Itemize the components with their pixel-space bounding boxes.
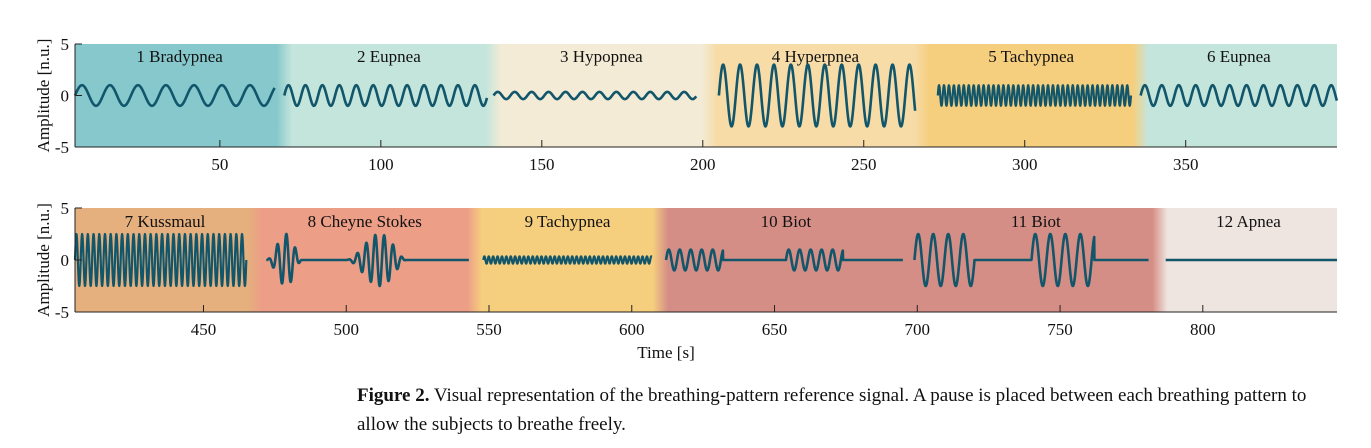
x-axis-label: Time [s] (637, 343, 694, 362)
region-label: 3 Hypopnea (560, 47, 643, 66)
y-tick-label: -5 (55, 138, 69, 157)
x-tick-label: 250 (851, 155, 877, 174)
x-tick-label: 300 (1012, 155, 1038, 174)
x-tick-label: 650 (762, 320, 788, 339)
x-tick-label: 200 (690, 155, 716, 174)
bottom-subplot: 7 Kussmaul 8 Cheyne Stokes 9 Tachypnea 10 B… (34, 199, 1337, 362)
figure-caption: Figure 2. Visual representation of the b… (357, 381, 1347, 439)
region-label: 9 Tachypnea (525, 212, 611, 231)
x-tick-label: 800 (1190, 320, 1216, 339)
x-tick-label: 50 (211, 155, 228, 174)
y-tick-label: -5 (55, 303, 69, 322)
y-tick-label: 0 (61, 251, 70, 270)
region-label: 2 Eupnea (357, 47, 421, 66)
signal-line (75, 234, 246, 286)
x-tick-label: 150 (529, 155, 555, 174)
x-tick-label: 500 (333, 320, 359, 339)
top-subplot: 1 Bradypnea 2 Eupnea 3 Hypopnea 4 Hyperpnea… (34, 35, 1337, 174)
y-tick-label: 5 (61, 199, 70, 218)
y-axis-label: Amplitude [n.u.] (34, 39, 53, 153)
region-label: 12 Apnea (1216, 212, 1281, 231)
x-tick-label: 750 (1047, 320, 1073, 339)
x-tick-label: 600 (619, 320, 645, 339)
x-tick-label: 100 (368, 155, 394, 174)
region-label: 7 Kussmaul (125, 212, 206, 231)
x-tick-label: 700 (905, 320, 931, 339)
y-tick-label: 0 (61, 87, 70, 106)
y-tick-label: 5 (61, 35, 70, 54)
y-axis-label: Amplitude [n.u.] (34, 203, 53, 317)
region-label: 4 Hyperpnea (772, 47, 860, 66)
x-tick-label: 450 (191, 320, 217, 339)
region-label: 1 Bradypnea (136, 47, 223, 66)
caption-text: Visual representation of the breathing-p… (357, 385, 1306, 435)
region-label: 8 Cheyne Stokes (308, 212, 422, 231)
x-tick-label: 350 (1173, 155, 1199, 174)
region-label: 10 Biot (761, 212, 812, 231)
region-label: 6 Eupnea (1207, 47, 1271, 66)
region-label: 11 Biot (1011, 212, 1061, 231)
caption-label: Figure 2. (357, 385, 429, 406)
breathing-pattern-figure: 1 Bradypnea 2 Eupnea 3 Hypopnea 4 Hyperpnea… (0, 0, 1371, 375)
x-tick-label: 550 (476, 320, 502, 339)
region-label: 5 Tachypnea (988, 47, 1074, 66)
